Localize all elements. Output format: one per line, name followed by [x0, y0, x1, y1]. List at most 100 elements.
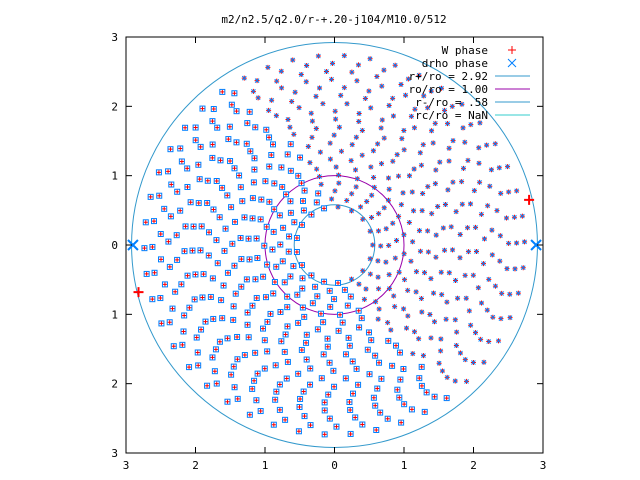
field-plus	[379, 376, 384, 381]
field-cross	[332, 188, 338, 194]
field-plus	[211, 107, 216, 112]
field-cross	[433, 167, 439, 173]
field-cross	[468, 322, 473, 328]
field-cross	[425, 184, 431, 189]
field-plus	[264, 127, 269, 132]
field-plus	[287, 234, 292, 239]
field-cross	[336, 180, 342, 186]
field-cross	[394, 238, 399, 243]
field-plus	[205, 201, 210, 206]
field-plus	[342, 287, 347, 292]
field-plus	[263, 295, 268, 300]
field-plus	[350, 359, 355, 364]
field-cross	[368, 164, 374, 170]
field-cross	[411, 208, 416, 214]
field-cross	[459, 179, 464, 184]
field-plus	[280, 259, 285, 264]
field-plus	[332, 384, 337, 389]
field-plus	[232, 91, 237, 96]
field-plus	[395, 387, 400, 392]
field-plus	[294, 235, 299, 240]
field-cross	[477, 120, 483, 126]
field-plus	[292, 220, 297, 225]
field-plus	[271, 291, 276, 296]
field-plus	[314, 200, 319, 205]
field-plus	[285, 152, 290, 157]
field-plus	[373, 353, 378, 358]
field-cross	[452, 378, 458, 384]
field-cross	[403, 92, 408, 98]
field-cross	[374, 74, 380, 79]
field-plus	[143, 220, 148, 225]
field-plus	[284, 376, 289, 381]
field-cross	[401, 306, 406, 312]
field-cross	[494, 208, 500, 213]
field-plus	[183, 224, 188, 229]
field-plus	[206, 253, 211, 258]
field-cross	[392, 255, 398, 261]
field-plus	[359, 316, 364, 321]
field-plus	[343, 352, 348, 357]
field-plus	[285, 294, 290, 299]
field-cross	[466, 308, 472, 314]
field-plus	[265, 349, 270, 354]
field-plus	[304, 357, 309, 362]
field-plus	[214, 238, 219, 243]
field-plus	[308, 366, 313, 371]
field-cross	[378, 243, 384, 249]
field-plus	[170, 306, 175, 311]
field-cross	[392, 62, 398, 68]
field-cross	[448, 224, 454, 230]
field-cross	[363, 96, 368, 101]
field-plus	[203, 319, 208, 324]
field-plus	[173, 289, 178, 294]
field-cross	[449, 104, 455, 109]
field-cross	[453, 278, 458, 283]
legend-label: r+/ro = 2.92	[409, 70, 488, 83]
field-cross	[241, 75, 247, 81]
field-cross	[410, 239, 415, 245]
field-cross	[360, 268, 366, 274]
field-cross	[386, 103, 392, 108]
field-cross	[368, 271, 373, 277]
field-cross	[457, 232, 463, 237]
field-cross	[290, 57, 296, 63]
field-cross	[481, 261, 486, 266]
field-cross	[418, 248, 423, 254]
field-plus	[218, 158, 223, 163]
drho-phase-point	[127, 239, 139, 251]
field-plus	[185, 166, 190, 171]
field-cross	[462, 357, 468, 362]
field-plus	[279, 339, 284, 344]
field-cross	[444, 299, 450, 305]
field-plus	[250, 303, 255, 308]
field-plus	[223, 226, 228, 231]
field-cross	[386, 186, 392, 192]
field-plus	[159, 321, 164, 326]
field-plus	[295, 292, 300, 297]
field-cross	[329, 196, 334, 202]
field-plus	[197, 177, 202, 182]
legend-label: rc/ro = NaN	[415, 109, 488, 122]
field-cross	[464, 379, 469, 384]
field-cross	[417, 150, 423, 156]
field-cross	[278, 68, 284, 74]
field-cross	[413, 289, 419, 295]
field-cross	[318, 182, 324, 187]
field-cross	[269, 97, 274, 103]
field-plus	[198, 248, 203, 253]
field-plus	[268, 311, 273, 316]
field-plus	[144, 271, 149, 276]
field-plus	[322, 279, 327, 284]
field-cross	[498, 316, 504, 322]
field-plus	[444, 396, 449, 401]
field-cross	[401, 251, 407, 257]
field-plus	[174, 233, 179, 238]
field-plus	[299, 181, 304, 186]
field-plus	[191, 224, 196, 229]
field-plus	[367, 372, 372, 377]
x-tick-label: 2	[192, 459, 199, 472]
field-plus	[262, 243, 267, 248]
field-cross	[522, 239, 527, 245]
field-plus	[221, 283, 226, 288]
